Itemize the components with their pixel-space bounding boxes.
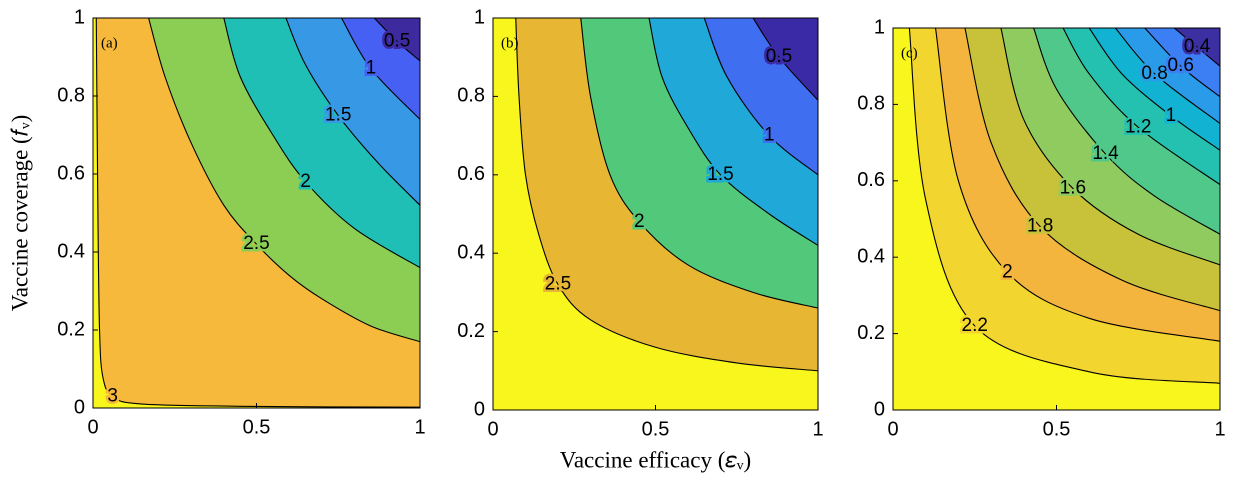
contour-label: 0.4 [1184,36,1211,57]
y-tick-label: 0.8 [57,84,85,106]
y-tick-label: 0.8 [457,85,485,107]
contour-label: 1 [366,58,377,79]
y-tick-label: 0.2 [857,322,885,344]
contour-label: 2 [300,171,311,192]
panel-label: (b) [501,35,519,51]
contour-label: 0.5 [384,30,410,51]
plot-area: 3 2.5 2 1.5 1 0.5 [93,18,420,408]
x-tick-label: 0.5 [243,416,271,438]
contour-label: 3 [107,385,118,406]
x-tick-label: 0 [487,418,498,440]
x-tick-label: 0.5 [642,418,670,440]
contour-label: 1.5 [707,164,733,185]
contour-label: 1.6 [1060,177,1086,198]
contour-label: 1.2 [1125,116,1151,137]
x-tick-label: 0 [887,418,898,440]
y-tick-label: 0.6 [57,162,85,184]
y-tick-label: 1 [874,16,885,38]
contour-label: 1 [764,125,775,146]
y-tick-label: 0.2 [457,320,485,342]
contour-line [908,28,1220,384]
contour-line [285,18,420,206]
contour-line [148,18,420,343]
contour-label: 1.4 [1092,143,1119,164]
contour-label: 0.8 [1141,63,1167,84]
contour-line [1088,28,1220,151]
plot-area: 2.2 2 1.8 1.6 1.4 1.2 1 0.8 0.60.4 [893,28,1220,410]
contour-line [373,18,420,62]
contour-label: 2.2 [962,315,988,336]
y-tick-label: 1 [74,6,85,28]
y-tick-label: 0 [474,398,485,420]
contour-line [964,28,1220,312]
contour-line [580,18,818,309]
contour-label: 0.5 [766,46,792,67]
contour-line [515,18,818,372]
contour-line [648,18,818,246]
panel-label: (a) [101,35,118,51]
contour-region [374,18,420,61]
y-tick-label: 0.6 [857,169,885,191]
contour-line [752,18,818,101]
contour-label: 2.5 [545,274,571,295]
contour-line [934,28,1220,342]
contour-line [1114,28,1220,124]
contour-label: 2.5 [243,233,269,254]
panel-label: (c) [901,45,918,61]
contour-label: 1.8 [1027,216,1053,237]
y-axis-label: Vaccine coverage (𝑓ᵥ) [7,115,32,312]
contour-line [1062,28,1220,186]
contour-label: 1 [1166,105,1177,126]
x-tick-label: 0.5 [1043,418,1071,440]
x-tick-label: 1 [1214,418,1225,440]
contour-line [1173,28,1220,67]
contour-line [223,18,420,269]
contour-line [341,18,420,120]
y-tick-label: 0.4 [857,245,885,267]
y-tick-label: 0.8 [857,93,885,115]
x-tick-label: 0 [87,416,98,438]
y-tick-label: 0 [874,398,885,420]
y-tick-label: 0 [74,396,85,418]
y-tick-label: 0.6 [457,163,485,185]
y-tick-label: 0.2 [57,318,85,340]
contour-line [1000,28,1220,266]
contour-line [1144,28,1220,98]
y-tick-label: 0.4 [57,240,85,262]
contour-label: 1.5 [325,105,351,126]
y-tick-label: 0.4 [457,241,485,263]
x-axis-label: Vaccine efficacy (𝜀ᵥ) [560,447,751,472]
plot-area: 2.5 2 1.5 1 0.5 [493,18,818,410]
x-tick-label: 1 [414,416,425,438]
contour-label: 0.6 [1168,55,1194,76]
contour-label: 2 [634,211,645,232]
contour-region [753,18,818,101]
contour-label: 2 [1002,261,1013,282]
x-tick-label: 1 [812,418,823,440]
contour-line [1033,28,1220,235]
contour-line [703,18,818,176]
y-tick-label: 1 [474,6,485,28]
